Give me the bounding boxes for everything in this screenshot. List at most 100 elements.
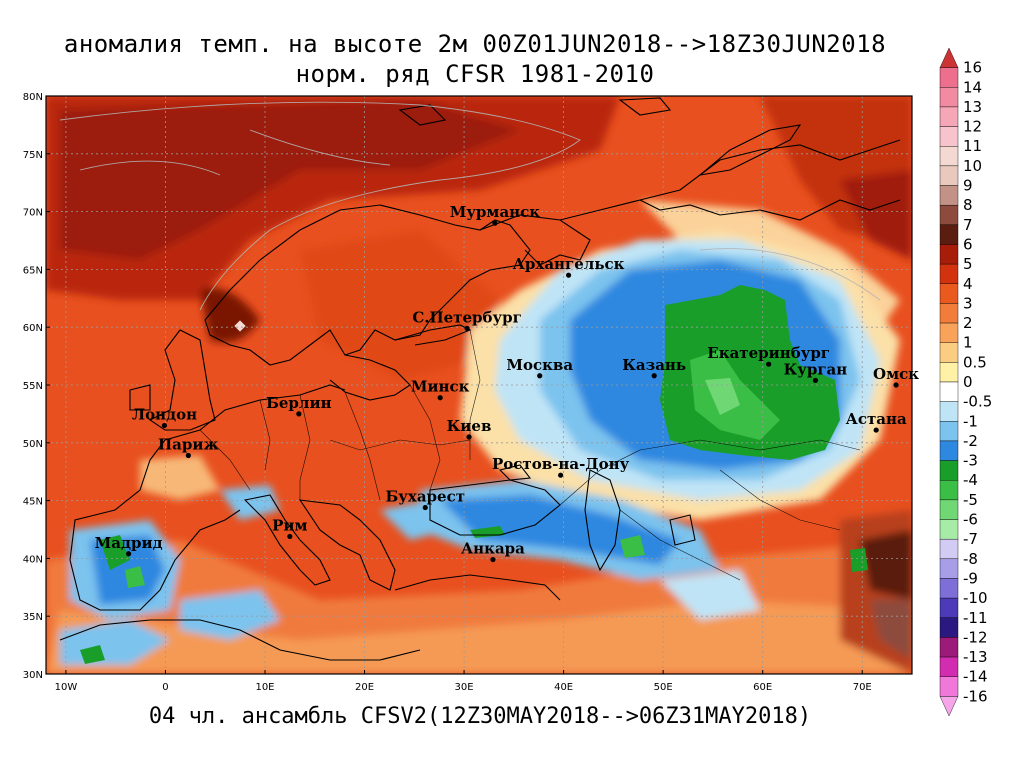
colorbar-label: -16 <box>963 687 988 705</box>
colorbar-label: 7 <box>963 216 973 234</box>
lat-tick-label: 70N <box>23 208 43 219</box>
colorbar-cap-top <box>939 47 959 68</box>
colorbar-swatch <box>939 656 959 677</box>
colorbar-swatch <box>939 597 959 618</box>
colorbar-label: 5 <box>963 255 973 273</box>
colorbar-label: -14 <box>963 668 988 686</box>
lon-tick-label: 40E <box>554 682 573 693</box>
city-label: Рим <box>272 516 307 534</box>
city-label: Ростов-на-Дону <box>492 455 630 473</box>
colorbar-label: 11 <box>963 137 982 155</box>
city-dot <box>126 551 132 557</box>
colorbar-swatch <box>939 87 959 108</box>
colorbar-swatch <box>939 165 959 186</box>
colorbar-swatch <box>939 342 959 363</box>
colorbar-label: 16 <box>963 59 982 77</box>
anomaly-contours <box>59 101 881 311</box>
colorbar-swatch <box>939 499 959 520</box>
colorbar-label: 10 <box>963 157 982 175</box>
city-dot <box>492 220 498 226</box>
city-dot <box>466 434 472 440</box>
colorbar-label: 1 <box>963 334 973 352</box>
city-label: Берлин <box>266 394 332 412</box>
latitude-labels: 80N 75N 70N 65N 60N 55N 50N 45N 40N 35N 30N <box>23 92 50 681</box>
lat-tick-label: 50N <box>23 439 43 450</box>
colorbar-swatch <box>939 263 959 284</box>
colorbar-swatch <box>939 578 959 599</box>
colorbar-swatch <box>939 67 959 88</box>
colorbar-swatch <box>939 440 959 461</box>
colorbar-label: 12 <box>963 118 982 136</box>
city-label: Лондон <box>132 405 197 423</box>
lat-tick-label: 40N <box>23 554 43 565</box>
city-dot <box>490 556 496 563</box>
lon-tick-label: 70E <box>853 682 872 693</box>
city-label: С.Петербург <box>412 308 521 326</box>
colorbar-label: 0.5 <box>963 353 987 371</box>
lat-tick-label: 60N <box>23 323 43 334</box>
city-dot <box>464 325 470 331</box>
lat-tick-label: 35N <box>23 612 43 623</box>
city-label: Киев <box>447 417 492 435</box>
city-label: Париж <box>158 436 219 454</box>
colorbar-swatch <box>939 185 959 206</box>
colorbar-swatch <box>939 676 959 697</box>
city-dot <box>558 472 564 478</box>
colorbar-swatch <box>939 401 959 422</box>
colorbar-label: 2 <box>963 314 973 332</box>
city-dot <box>565 272 572 278</box>
colorbar-label: -8 <box>963 550 978 568</box>
city-dot <box>873 427 879 433</box>
country-borders <box>199 329 861 581</box>
lon-tick-label: 20E <box>355 682 374 693</box>
lon-tick-label: 50E <box>654 682 673 693</box>
city-label: Архангельск <box>513 255 625 273</box>
colorbar-swatch <box>939 637 959 658</box>
city-dot <box>893 382 899 388</box>
lon-tick-label: 60E <box>753 682 772 693</box>
colorbar-label: -10 <box>963 589 988 607</box>
colorbar-swatch <box>939 558 959 579</box>
city-dot <box>185 452 191 459</box>
colorbar-swatch <box>939 460 959 481</box>
lat-tick-label: 75N <box>23 150 43 161</box>
colorbar-label: 0 <box>963 373 973 391</box>
colorbar-swatch <box>939 617 959 638</box>
colorbar-label: 13 <box>963 98 982 116</box>
colorbar-label: -6 <box>963 511 978 529</box>
city-markers: Мурманск Архангельск С.Петербург Москва Каза… <box>95 203 919 563</box>
colorbar-label: -4 <box>963 471 978 489</box>
colorbar-swatch <box>939 204 959 226</box>
colorbar-swatch <box>939 244 959 265</box>
colorbar-swatch <box>939 538 959 560</box>
colorbar-swatch <box>939 283 959 304</box>
lat-tick-label: 65N <box>23 265 43 276</box>
city-dot <box>161 422 168 429</box>
colorbar-label: -11 <box>963 609 988 627</box>
city-dot <box>651 373 657 379</box>
colorbar-swatch <box>939 519 959 540</box>
city-dot <box>537 373 543 379</box>
colorbar-label: 6 <box>963 235 973 253</box>
lat-tick-label: 55N <box>23 381 43 392</box>
colorbar-label: -3 <box>963 452 978 470</box>
colorbar-swatch <box>939 224 959 245</box>
colorbar-label: 3 <box>963 294 973 312</box>
lon-tick-label: 10E <box>255 682 274 693</box>
graticule <box>46 96 912 674</box>
city-label: Москва <box>506 356 573 374</box>
colorbar-label: -1 <box>963 412 978 430</box>
anomaly-field <box>46 96 912 674</box>
city-label: Казань <box>622 356 686 374</box>
city-dot <box>422 504 428 511</box>
city-dot <box>287 533 293 540</box>
lon-tick-label: 10W <box>55 682 78 693</box>
colorbar-cap-bottom <box>939 696 959 717</box>
colorbar-label: -2 <box>963 432 978 450</box>
city-label: Мадрид <box>95 534 163 552</box>
colorbar-label: 9 <box>963 177 973 195</box>
city-label: Омск <box>873 365 919 383</box>
lat-tick-label: 30N <box>23 670 43 681</box>
longitude-labels: 10W 0 10E 20E 30E 40E 50E 60E 70E <box>55 670 872 693</box>
